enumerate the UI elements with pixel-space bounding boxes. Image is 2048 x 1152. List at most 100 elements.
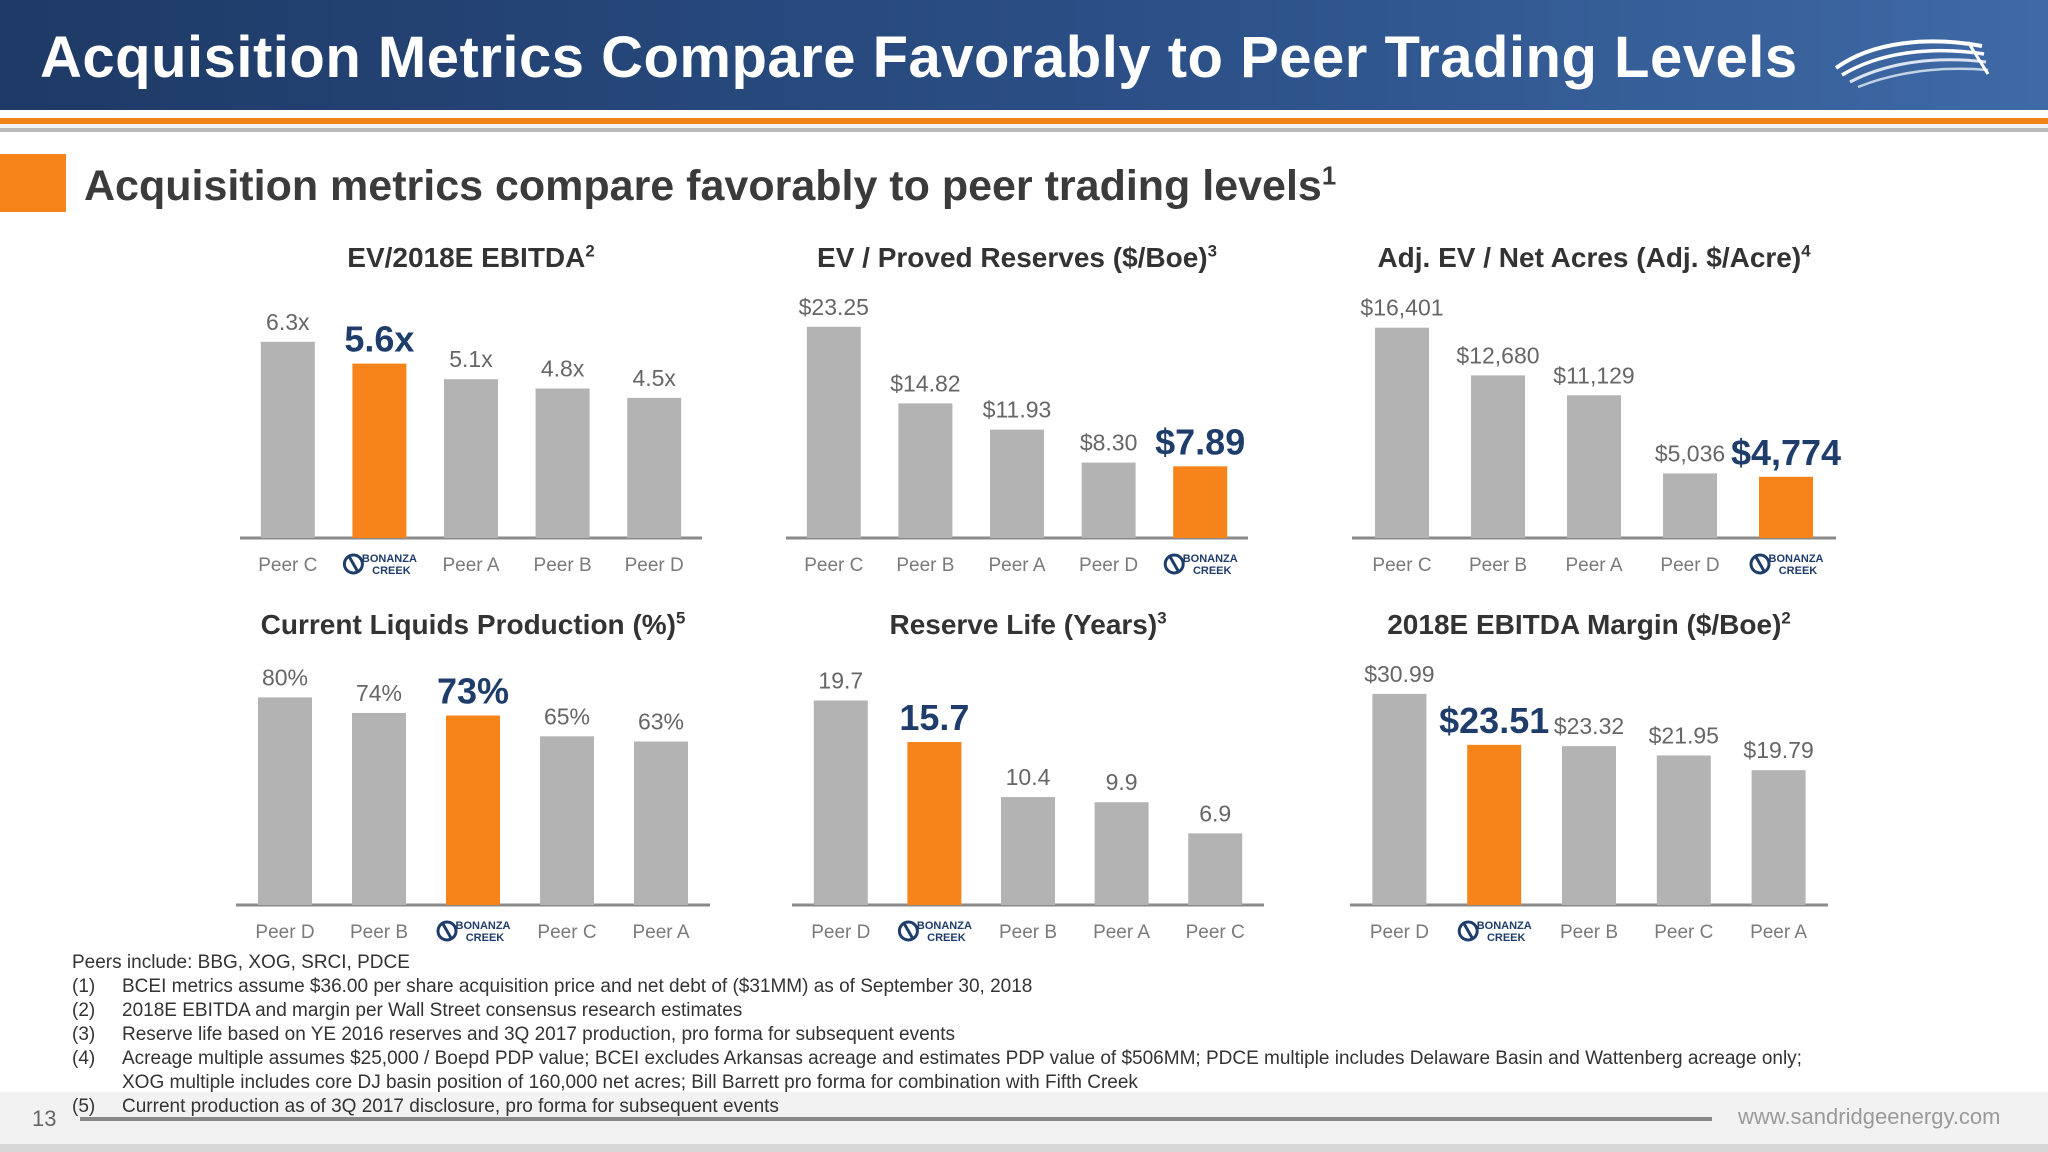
value-label: 80% xyxy=(262,664,308,690)
category-label: Peer A xyxy=(1093,922,1150,943)
category-label: BONANZA xyxy=(1477,920,1532,932)
category-label: Peer D xyxy=(1660,555,1719,576)
category-label: CREEK xyxy=(1779,565,1818,577)
accent-block xyxy=(0,154,66,212)
category-label: Peer B xyxy=(1469,555,1527,576)
chart-title-text: Adj. EV / Net Acres (Adj. $/Acre) xyxy=(1377,242,1802,273)
value-label: 5.6x xyxy=(344,319,414,360)
category-label: Peer C xyxy=(804,555,863,576)
header-divider-white xyxy=(0,110,2048,118)
bar-peer-a xyxy=(634,741,688,905)
subtitle: Acquisition metrics compare favorably to… xyxy=(84,162,1336,211)
category-label: CREEK xyxy=(1193,565,1232,577)
header-band: Acquisition Metrics Compare Favorably to… xyxy=(0,0,2048,110)
value-label: 9.9 xyxy=(1106,769,1138,795)
footnote-number: (3) xyxy=(72,1024,96,1045)
footer-divider xyxy=(80,1117,1712,1121)
footnote-2: (2) 2018E EBITDA and margin per Wall Stre… xyxy=(72,999,742,1023)
chart-title: EV/2018E EBITDA2 xyxy=(240,242,702,274)
value-label: 4.5x xyxy=(632,365,676,391)
slide-content: Acquisition metrics compare favorably to… xyxy=(0,132,2048,1092)
category-label: CREEK xyxy=(927,932,966,944)
footnote-peers: Peers include: BBG, XOG, SRCI, PDCE xyxy=(72,951,410,975)
bar-bonanza-creek xyxy=(446,715,500,905)
footnote-text: Acreage multiple assumes $25,000 / Boepd… xyxy=(122,1048,1802,1069)
value-label: $21.95 xyxy=(1649,722,1719,748)
footnote-4-continued: XOG multiple includes core DJ basin posi… xyxy=(72,1071,1138,1095)
header-divider-grey xyxy=(0,128,2048,132)
bar-peer-d xyxy=(1081,462,1136,538)
value-label: $23.32 xyxy=(1554,713,1624,739)
footnote-peers-text: Peers include: BBG, XOG, SRCI, PDCE xyxy=(72,952,410,973)
value-label: $14.82 xyxy=(890,370,960,396)
bar-bonanza-creek xyxy=(907,742,962,905)
value-label: $5,036 xyxy=(1655,440,1725,466)
chart-title: Adj. EV / Net Acres (Adj. $/Acre)4 xyxy=(1352,242,1836,274)
value-label: $16,401 xyxy=(1360,295,1443,321)
value-label: $12,680 xyxy=(1456,342,1539,368)
category-label: Peer D xyxy=(1370,922,1429,943)
category-label: BONANZA xyxy=(362,553,417,565)
bar-bonanza-creek xyxy=(352,363,407,538)
bar-peer-a xyxy=(990,429,1044,538)
category-label: Peer B xyxy=(1560,922,1618,943)
bar-peer-d xyxy=(813,700,868,905)
chart-title-footnote-ref: 4 xyxy=(1801,241,1811,261)
value-label: $23.25 xyxy=(799,294,869,320)
category-label: Peer C xyxy=(258,555,317,576)
footnote-3: (3) Reserve life based on YE 2016 reserve… xyxy=(72,1023,955,1047)
chart-liquids: Current Liquids Production (%)5 80% Peer … xyxy=(236,609,710,949)
footnote-number: (2) xyxy=(72,1000,96,1021)
chart-title-text: 2018E EBITDA Margin ($/Boe) xyxy=(1387,609,1782,640)
bar-peer-b xyxy=(1471,375,1525,538)
category-label: Peer C xyxy=(1372,555,1431,576)
category-label: Peer C xyxy=(537,922,596,943)
chart-ebitda-margin: 2018E EBITDA Margin ($/Boe)2 $30.99 Peer … xyxy=(1350,609,1828,949)
category-label: Peer A xyxy=(988,555,1045,576)
category-label: BONANZA xyxy=(456,920,511,932)
header-divider-orange xyxy=(0,118,2048,124)
value-label: 6.9 xyxy=(1199,800,1231,826)
category-label: CREEK xyxy=(1487,932,1526,944)
bar-peer-b xyxy=(1001,797,1055,905)
chart-title-footnote-ref: 5 xyxy=(675,608,686,628)
chart-title-footnote-ref: 2 xyxy=(585,241,595,261)
footnote-1: (1) BCEI metrics assume $36.00 per share … xyxy=(72,975,1032,999)
bar-peer-a xyxy=(1567,395,1621,538)
category-label: BONANZA xyxy=(1769,553,1824,565)
value-label: 65% xyxy=(544,703,590,729)
bar-peer-a xyxy=(444,379,498,538)
chart-svg: $23.25 Peer C $14.82 Peer B $11.93 Peer A $8.3… xyxy=(786,294,1248,577)
chart-ev-reserves: EV / Proved Reserves ($/Boe)3 $23.25 Peer… xyxy=(786,242,1248,582)
bar-peer-b xyxy=(535,388,590,538)
chart-title: 2018E EBITDA Margin ($/Boe)2 xyxy=(1350,609,1828,641)
category-label: Peer B xyxy=(350,922,408,943)
bar-peer-a xyxy=(1751,770,1806,905)
category-label: CREEK xyxy=(372,565,411,577)
category-label: BONANZA xyxy=(1183,553,1238,565)
chart-reserve-life: Reserve Life (Years)3 19.7 Peer D 15.7 BONA… xyxy=(792,609,1264,949)
value-label: 15.7 xyxy=(899,697,969,738)
bar-bonanza-creek xyxy=(1467,744,1522,905)
footnote-text: 2018E EBITDA and margin per Wall Street … xyxy=(122,1000,743,1021)
bar-bonanza-creek xyxy=(1173,466,1228,538)
chart-title-text: EV/2018E EBITDA xyxy=(347,242,586,273)
sandridge-logo-icon xyxy=(1834,39,1990,89)
slide-title: Acquisition Metrics Compare Favorably to… xyxy=(40,25,1798,90)
bar-peer-d xyxy=(1372,693,1427,905)
value-label: 4.8x xyxy=(541,356,585,382)
chart-title-text: Current Liquids Production (%) xyxy=(260,609,676,640)
website-link[interactable]: www.sandridgeenergy.com xyxy=(1738,1104,2001,1129)
footnote-text: Current production as of 3Q 2017 disclos… xyxy=(122,1096,779,1117)
bar-peer-d xyxy=(258,697,312,905)
chart-svg: $16,401 Peer C $12,680 Peer B $11,129 Peer A $… xyxy=(1352,295,1841,577)
value-label: 63% xyxy=(638,709,684,735)
bar-peer-b xyxy=(898,403,953,538)
value-label: $30.99 xyxy=(1364,661,1434,687)
bar-peer-c xyxy=(540,736,594,905)
